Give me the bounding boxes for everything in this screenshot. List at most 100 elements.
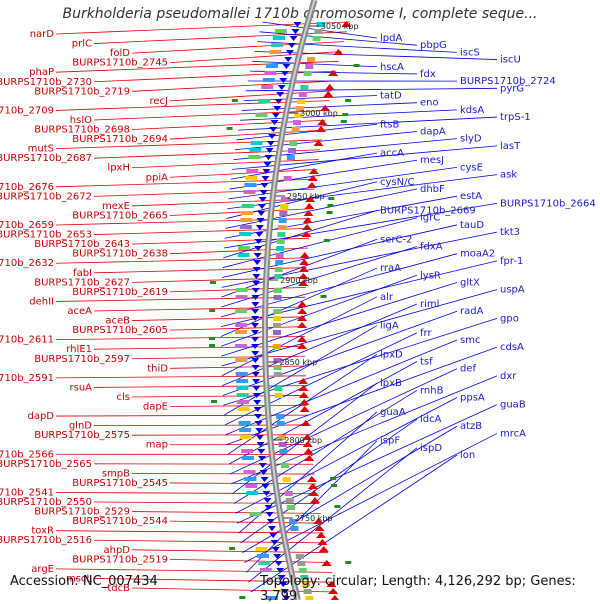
gene-label-right: alr — [380, 292, 394, 303]
right-strand-feature — [254, 253, 262, 258]
gene-label-right: BURPS1710b_2664 — [500, 198, 596, 209]
gene-block — [263, 78, 275, 82]
gene-label-right: trpS-1 — [500, 112, 531, 123]
gene-block — [286, 498, 294, 503]
rna-feature — [342, 113, 348, 116]
gene-label-left: prlC — [72, 39, 92, 50]
gene-label-right: cysE — [460, 162, 483, 173]
gene-label-right: hscA — [380, 62, 404, 73]
right-strand-feature — [278, 85, 286, 90]
connector-line — [235, 131, 417, 149]
rna-feature — [210, 281, 216, 284]
left-strand-feature — [300, 406, 310, 412]
gene-block — [307, 57, 315, 62]
connector-line — [94, 32, 347, 44]
right-strand-feature — [258, 204, 266, 209]
connector-line — [132, 512, 321, 514]
gene-label-right: lon — [460, 450, 475, 461]
gene-block — [251, 141, 263, 145]
gene-label-left: lpxH — [107, 163, 130, 174]
gene-label-right: moaA2 — [460, 249, 495, 260]
tick-label: 2900 kbp — [280, 276, 318, 285]
gene-label-left: BURPS1710b_2665 — [72, 210, 168, 221]
right-strand-feature — [266, 148, 274, 153]
gene-label-left: BURPS1710b_2605 — [72, 325, 168, 336]
gene-block — [244, 190, 256, 194]
rna-feature — [345, 99, 351, 102]
gene-label-left: cls — [117, 392, 131, 403]
gene-block — [256, 547, 268, 551]
connector-line — [170, 209, 312, 216]
left-strand-feature — [309, 490, 319, 496]
rna-feature — [341, 120, 347, 123]
gene-block — [274, 295, 282, 300]
left-strand-feature — [319, 546, 329, 552]
tick-label: 2750 kbp — [295, 514, 333, 523]
gene-block — [273, 309, 281, 314]
gene-block — [287, 155, 295, 160]
gene-block — [266, 64, 278, 68]
gene-block — [256, 113, 268, 117]
gene-block — [237, 393, 249, 397]
tick-label: 2950 kbp — [287, 192, 325, 201]
gene-label-right: accA — [380, 148, 404, 159]
gene-label-left: dapD — [27, 411, 54, 422]
connector-line — [94, 540, 326, 543]
gene-label-right: pyrG — [500, 83, 524, 94]
gene-label-right: ligA — [380, 321, 399, 332]
left-strand-feature — [301, 420, 311, 426]
connector-line — [221, 275, 417, 346]
right-strand-feature — [251, 330, 259, 335]
gene-block — [235, 309, 247, 313]
right-strand-feature — [251, 351, 259, 356]
gene-block — [242, 204, 254, 208]
gene-block — [300, 85, 308, 90]
right-strand-feature — [266, 512, 274, 517]
right-strand-feature — [255, 232, 263, 237]
right-strand-feature — [263, 498, 271, 503]
left-strand-feature — [307, 182, 317, 188]
right-strand-feature — [272, 547, 280, 552]
gene-label-right: tkt3 — [500, 227, 520, 238]
gene-block — [249, 512, 261, 516]
gene-label-right: riml — [420, 299, 439, 310]
gene-block — [271, 43, 283, 47]
right-strand-feature — [291, 29, 299, 34]
connector-line — [94, 189, 314, 196]
gene-block — [274, 372, 282, 377]
right-strand-feature — [252, 288, 260, 293]
rna-feature — [232, 99, 238, 102]
gene-block — [274, 386, 282, 391]
tick-label: 2850 kbp — [279, 358, 317, 367]
left-strand-feature — [302, 224, 312, 230]
gene-label-left: BURPS1710b_2597 — [34, 354, 130, 365]
rna-feature — [327, 211, 333, 214]
gene-label-left: BURPS1710b_2719 — [34, 86, 130, 97]
gene-block — [279, 449, 287, 454]
left-gene-labels: narDprlCfolDBURPS1710b_2745phaPBURPS1710… — [0, 29, 168, 594]
gene-block — [279, 218, 287, 223]
gene-block — [276, 253, 284, 258]
gene-label-left: BURPS1710b_2544 — [72, 516, 168, 527]
gene-label-right: fdxA — [420, 242, 443, 253]
left-strand-feature — [317, 119, 327, 125]
gene-block — [258, 99, 270, 103]
right-strand-feature — [272, 113, 280, 118]
gene-label-right: tsf — [420, 357, 433, 368]
gene-block — [290, 526, 298, 531]
gene-label-right: guaA — [380, 407, 406, 418]
right-strand-feature — [290, 36, 298, 41]
gene-label-right: serC-2 — [380, 234, 412, 245]
gene-label-left: BURPS1710b_2745 — [72, 58, 168, 69]
gene-label-right: cysN/C — [380, 177, 414, 188]
rna-feature — [327, 204, 333, 207]
gene-label-right: estA — [460, 191, 482, 202]
rna-feature — [227, 127, 233, 130]
gene-block — [275, 29, 287, 33]
gene-label-right: gpo — [500, 313, 519, 324]
gene-label-right: dapA — [420, 126, 446, 137]
gene-label-right: rraA — [380, 263, 401, 274]
left-strand-feature — [297, 322, 307, 328]
gene-block — [293, 120, 301, 125]
gene-block — [240, 218, 252, 222]
